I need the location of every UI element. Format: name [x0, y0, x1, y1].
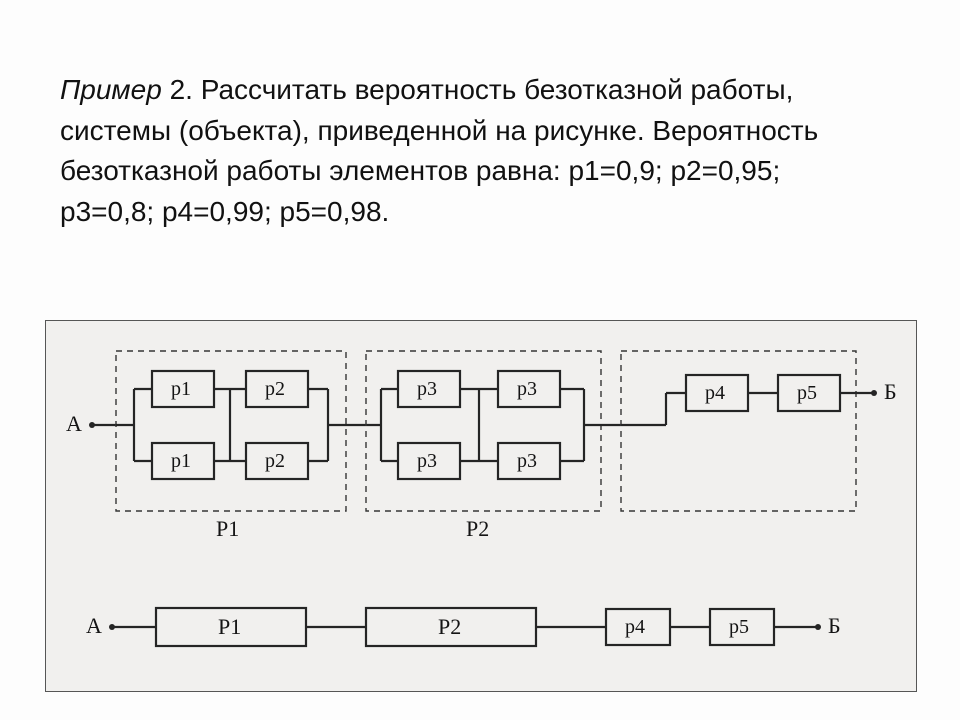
block-label: p3	[517, 378, 537, 400]
example-prefix: Пример	[60, 74, 170, 105]
block-label: p4	[625, 616, 645, 638]
group2-label: P2	[466, 516, 489, 541]
block-label: p5	[797, 382, 817, 404]
block-label: p2	[265, 378, 285, 400]
terminal-A-bottom: А	[86, 613, 102, 638]
reliability-diagram: А p1 p2 p1 p2 p3 p3 p3 p3	[45, 320, 917, 692]
problem-statement: Пример 2. Рассчитать вероятность безотка…	[60, 70, 880, 232]
node-dot	[871, 390, 877, 396]
block-label: p1	[171, 378, 191, 400]
block-label: p3	[417, 450, 437, 472]
block-label: p4	[705, 382, 725, 404]
block-label: P2	[438, 614, 461, 639]
terminal-B-bottom: Б	[828, 613, 841, 638]
terminal-B-top: Б	[884, 379, 897, 404]
block-label: p5	[729, 616, 749, 638]
block-label: p3	[417, 378, 437, 400]
block-label: P1	[218, 614, 241, 639]
diagram-svg: А p1 p2 p1 p2 p3 p3 p3 p3	[46, 321, 916, 691]
node-dot	[815, 624, 821, 630]
example-number: 2.	[170, 74, 193, 105]
block-label: p2	[265, 450, 285, 472]
block-label: p1	[171, 450, 191, 472]
block-label: p3	[517, 450, 537, 472]
group1-label: P1	[216, 516, 239, 541]
terminal-A-top: А	[66, 411, 82, 436]
